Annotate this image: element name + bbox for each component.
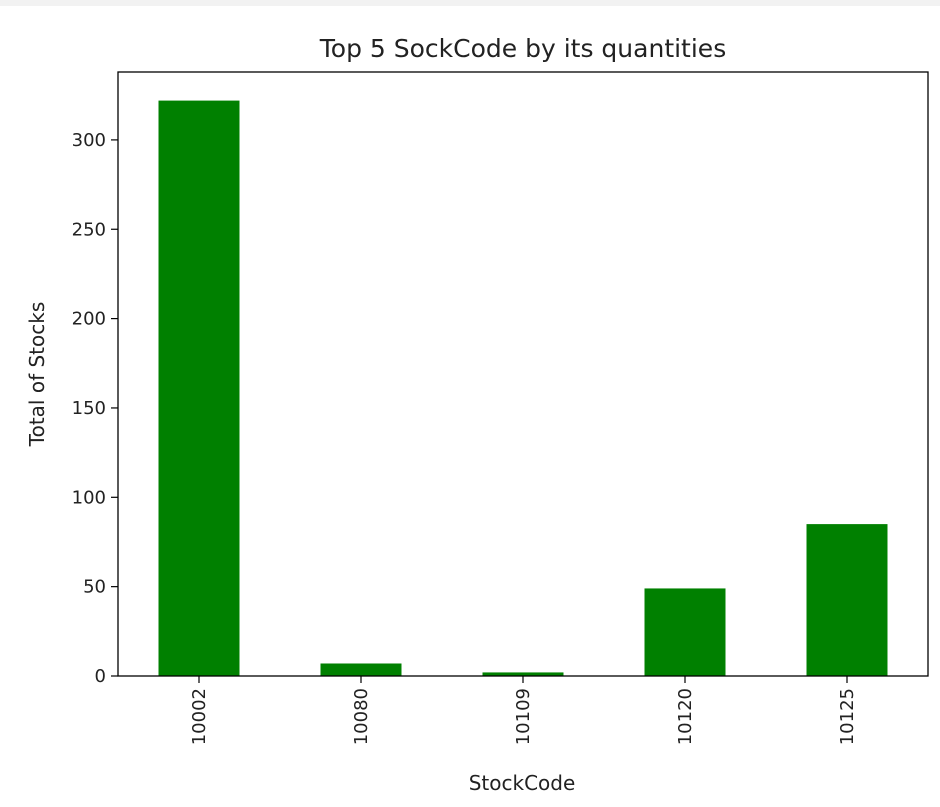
top-strip <box>0 0 940 6</box>
y-tick-label: 0 <box>95 666 106 687</box>
y-tick-label: 300 <box>72 130 106 151</box>
bar-10002 <box>158 100 240 676</box>
x-tick-label: 10109 <box>513 688 534 745</box>
plot-frame <box>117 71 929 677</box>
bar-10120 <box>644 588 726 676</box>
bar-10080 <box>320 663 402 676</box>
x-axis-label: StockCode <box>469 771 576 795</box>
x-tick-label: 10120 <box>675 688 696 745</box>
y-tick-label: 50 <box>83 577 106 598</box>
chart-title: Top 5 SockCode by its quantities <box>319 34 726 63</box>
x-tick-label: 10002 <box>189 688 210 745</box>
bars-group <box>158 100 888 676</box>
x-tick-label: 10080 <box>351 688 372 745</box>
y-axis: 0 50 100 150 200 250 300 <box>72 130 118 687</box>
bar-10125 <box>806 524 888 676</box>
y-axis-label: Total of Stocks <box>25 302 49 447</box>
x-axis: 10002 10080 10109 10120 10125 <box>189 676 858 745</box>
y-tick-label: 100 <box>72 487 106 508</box>
x-tick-label: 10125 <box>837 688 858 745</box>
y-tick-label: 250 <box>72 219 106 240</box>
y-tick-label: 150 <box>72 398 106 419</box>
y-tick-label: 200 <box>72 309 106 330</box>
bar-10109 <box>482 672 564 676</box>
